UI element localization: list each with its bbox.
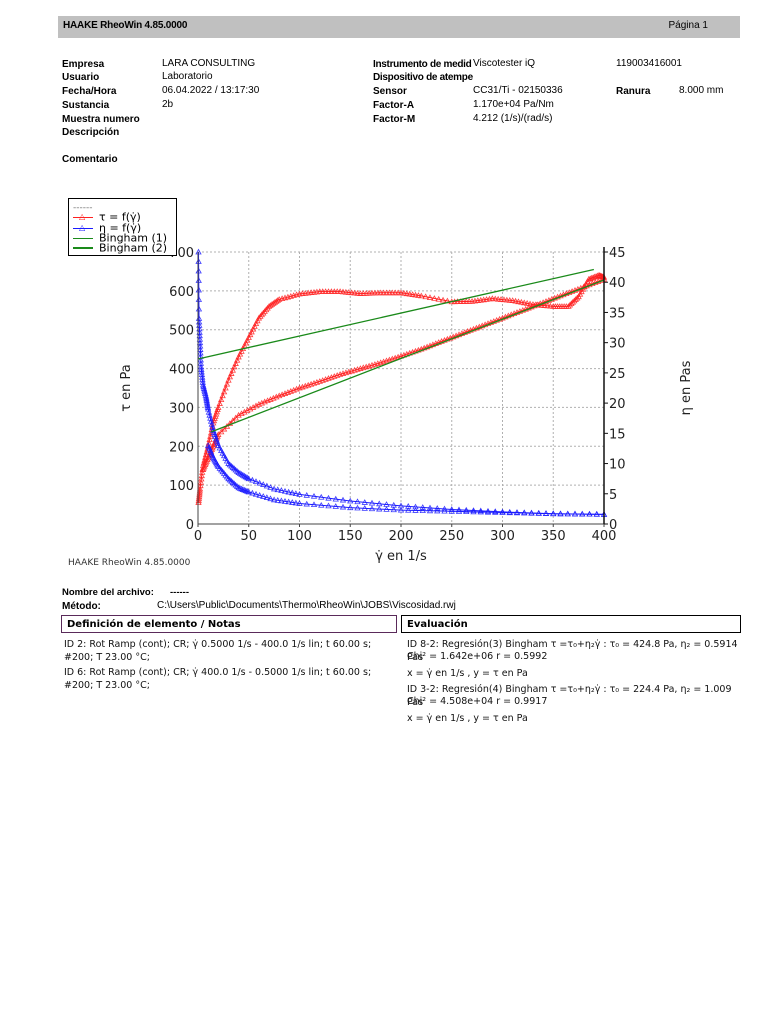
fecha-value: 06.04.2022 / 13:17:30 bbox=[162, 85, 260, 96]
svg-text:0: 0 bbox=[186, 518, 194, 533]
svg-text:200: 200 bbox=[389, 529, 414, 544]
definition-header: Definición de elemento / Notas bbox=[61, 615, 397, 633]
empresa-label: Empresa bbox=[62, 59, 105, 70]
evaluation-item-1-line1: ID 8-2: Regresión(3) Bingham τ =τ₀+η₂γ̇ … bbox=[407, 639, 738, 663]
legend-dashed-label: ------ bbox=[73, 203, 93, 213]
definition-item-1: ID 2: Rot Ramp (cont); CR; γ̇ 0.5000 1/s… bbox=[64, 639, 372, 663]
factor-m-value: 4.212 (1/s)/(rad/s) bbox=[473, 113, 553, 124]
legend-bingham1-label: Bingham (1) bbox=[99, 231, 168, 245]
page-number: Página 1 bbox=[668, 20, 708, 31]
report-header: HAAKE RheoWin 4.85.0000 Página 1 bbox=[58, 16, 740, 38]
usuario-value: Laboratorio bbox=[162, 71, 213, 82]
svg-text:100: 100 bbox=[287, 529, 312, 544]
empresa-value: LARA CONSULTING bbox=[162, 58, 256, 69]
triangle-marker-icon: △ bbox=[73, 223, 93, 231]
svg-text:0: 0 bbox=[609, 518, 617, 533]
svg-text:γ̇ en 1/s: γ̇ en 1/s bbox=[375, 549, 427, 564]
evaluation-item-2-axes: x = γ̇ en 1/s , y = τ en Pa bbox=[407, 713, 528, 724]
svg-text:200: 200 bbox=[169, 440, 194, 455]
sensor-value: CC31/Ti - 02150336 bbox=[473, 85, 563, 96]
definition-item-2: ID 6: Rot Ramp (cont); CR; γ̇ 400.0 1/s … bbox=[64, 667, 372, 691]
evaluation-item-1-line2: Chi² = 1.642e+06 r = 0.5992 bbox=[407, 651, 548, 662]
line-marker-icon bbox=[73, 247, 93, 249]
evaluation-item-2-line1: ID 3-2: Regresión(4) Bingham τ =τ₀+η₂γ̇ … bbox=[407, 684, 732, 708]
svg-text:600: 600 bbox=[169, 285, 194, 300]
descripcion-label: Descripción bbox=[62, 127, 120, 138]
svg-text:100: 100 bbox=[169, 479, 194, 494]
svg-text:35: 35 bbox=[609, 306, 626, 321]
legend-bingham2-label: Bingham (2) bbox=[99, 241, 168, 255]
svg-text:15: 15 bbox=[609, 427, 626, 442]
legend-item-eta: △ η = f(γ̇) bbox=[73, 221, 142, 235]
svg-text:350: 350 bbox=[541, 529, 566, 544]
fecha-label: Fecha/Hora bbox=[62, 86, 117, 97]
comentario-label: Comentario bbox=[62, 154, 118, 165]
svg-text:40: 40 bbox=[609, 276, 626, 291]
svg-text:250: 250 bbox=[439, 529, 464, 544]
svg-text:30: 30 bbox=[609, 337, 626, 352]
sensor-label: Sensor bbox=[373, 86, 407, 97]
usuario-label: Usuario bbox=[62, 72, 100, 83]
svg-text:300: 300 bbox=[169, 401, 194, 416]
dispositivo-label: Dispositivo de atempe bbox=[373, 72, 473, 83]
evaluation-item-2-line2: Chi² = 4.508e+04 r = 0.9917 bbox=[407, 696, 548, 707]
sustancia-value: 2b bbox=[162, 99, 174, 110]
svg-text:150: 150 bbox=[338, 529, 363, 544]
svg-text:50: 50 bbox=[240, 529, 257, 544]
serial-number: 119003416001 bbox=[616, 58, 682, 69]
svg-text:45: 45 bbox=[609, 246, 626, 261]
svg-text:5: 5 bbox=[609, 488, 617, 503]
chart-series bbox=[195, 248, 608, 517]
legend-item-dashed: ------ bbox=[73, 201, 93, 213]
ranura-value: 8.000 mm bbox=[679, 85, 724, 96]
method-path: C:\Users\Public\Documents\Thermo\RheoWin… bbox=[157, 600, 456, 611]
legend-eta-label: η = f(γ̇) bbox=[99, 221, 142, 235]
legend-tau-label: τ = f(γ̇) bbox=[99, 210, 141, 224]
svg-text:20: 20 bbox=[609, 397, 626, 412]
triangle-marker-icon: △ bbox=[73, 212, 93, 220]
muestra-label: Muestra numero bbox=[62, 114, 140, 125]
filename-label: Nombre del archivo: bbox=[62, 587, 154, 598]
svg-text:10: 10 bbox=[609, 458, 626, 473]
svg-text:τ en Pa: τ en Pa bbox=[119, 364, 134, 412]
evaluation-item-1-axes: x = γ̇ en 1/s , y = τ en Pa bbox=[407, 668, 528, 679]
svg-text:300: 300 bbox=[490, 529, 515, 544]
legend-item-tau: △ τ = f(γ̇) bbox=[73, 210, 141, 224]
ranura-label: Ranura bbox=[616, 86, 651, 97]
svg-text:η en Pas: η en Pas bbox=[679, 360, 694, 415]
rheology-chart: 0 50 100 150 200 250 300 350 4000100200300400500… bbox=[119, 246, 694, 564]
svg-text:0: 0 bbox=[194, 529, 202, 544]
app-title: HAAKE RheoWin 4.85.0000 bbox=[63, 20, 188, 31]
legend-item-bingham-2: Bingham (2) bbox=[73, 241, 168, 255]
svg-text:400: 400 bbox=[169, 363, 194, 378]
svg-text:25: 25 bbox=[609, 367, 626, 382]
line-marker-icon bbox=[73, 237, 93, 239]
legend-item-bingham-1: Bingham (1) bbox=[73, 231, 168, 245]
factor-a-value: 1.170e+04 Pa/Nm bbox=[473, 99, 554, 110]
chart-footer-brand: HAAKE RheoWin 4.85.0000 bbox=[68, 558, 191, 568]
filename-value: ------ bbox=[170, 587, 189, 598]
evaluation-header: Evaluación bbox=[401, 615, 741, 633]
instrumento-value: Viscotester iQ bbox=[473, 58, 536, 69]
factor-m-label: Factor-M bbox=[373, 114, 416, 125]
chart-legend: ------ △ τ = f(γ̇) △ η = f(γ̇) Bingham (1)… bbox=[68, 198, 177, 256]
chart-axes: 0 50 100 150 200 250 300 350 4000100200300400500… bbox=[119, 246, 694, 564]
instrumento-label: Instrumento de medid bbox=[373, 59, 472, 70]
method-label: Método: bbox=[62, 601, 101, 612]
sustancia-label: Sustancia bbox=[62, 100, 110, 111]
svg-text:500: 500 bbox=[169, 324, 194, 339]
factor-a-label: Factor-A bbox=[373, 100, 415, 111]
svg-text:400: 400 bbox=[592, 529, 617, 544]
